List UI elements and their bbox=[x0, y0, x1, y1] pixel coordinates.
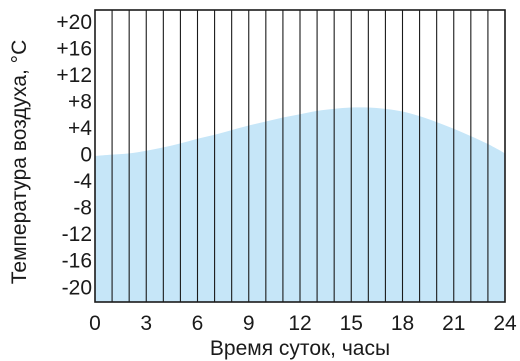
x-tick-label: 6 bbox=[192, 312, 204, 335]
x-tick-label: 3 bbox=[140, 312, 152, 335]
x-tick-label: 15 bbox=[340, 312, 363, 335]
y-tick-label: +20 bbox=[56, 11, 92, 34]
x-tick-label: 12 bbox=[288, 312, 311, 335]
y-tick-label: 0 bbox=[80, 144, 92, 167]
y-tick-label: -12 bbox=[62, 223, 92, 246]
y-tick-labels: +20 +16 +12 +8 +4 0 -4 -8 -12 -16 -20 bbox=[56, 11, 92, 299]
y-tick-label: -20 bbox=[62, 276, 92, 299]
x-axis-title: Время суток, часы bbox=[210, 337, 390, 360]
y-tick-label: +16 bbox=[56, 37, 92, 60]
x-tick-labels: 0 3 6 9 12 15 18 21 24 bbox=[89, 312, 517, 335]
plot-frame-layer bbox=[94, 9, 506, 303]
x-tick-label: 24 bbox=[493, 312, 517, 335]
x-tick-label: 0 bbox=[89, 312, 101, 335]
vertical-grid-layer bbox=[111, 10, 489, 302]
x-tick-label: 9 bbox=[243, 312, 255, 335]
y-tick-label: +4 bbox=[68, 117, 92, 140]
plot-frame bbox=[94, 9, 506, 303]
y-tick-label: +12 bbox=[56, 64, 92, 87]
y-tick-label: -8 bbox=[73, 197, 92, 220]
y-tick-label: +8 bbox=[68, 90, 92, 113]
y-tick-label: -16 bbox=[62, 250, 92, 273]
x-tick-label: 18 bbox=[391, 312, 414, 335]
y-axis-title: Температура воздуха, °C bbox=[8, 40, 31, 284]
y-tick-label: -4 bbox=[73, 170, 92, 193]
x-tick-label: 21 bbox=[442, 312, 465, 335]
